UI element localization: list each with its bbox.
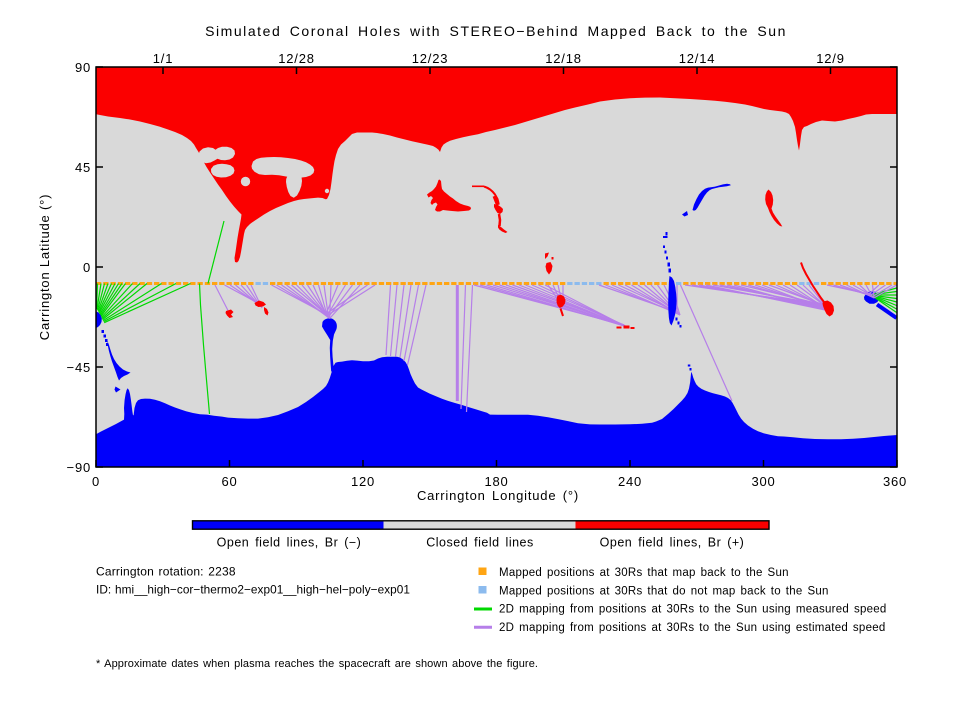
svg-text:Mapped positions at 30Rs that: Mapped positions at 30Rs that do not map… [499, 586, 829, 598]
svg-text:12/14: 12/14 [679, 51, 716, 66]
svg-text:Mapped positions at 30Rs that: Mapped positions at 30Rs that map back t… [499, 567, 789, 579]
svg-text:12/9: 12/9 [816, 51, 845, 66]
svg-text:0: 0 [83, 260, 91, 275]
svg-text:60: 60 [221, 474, 237, 489]
svg-text:Simulated Coronal Holes with S: Simulated Coronal Holes with STEREO−Behi… [205, 23, 787, 39]
svg-text:12/28: 12/28 [278, 51, 315, 66]
svg-text:−45: −45 [67, 360, 91, 375]
svg-text:0: 0 [92, 474, 100, 489]
svg-text:Closed field lines: Closed field lines [426, 536, 534, 550]
svg-text:120: 120 [351, 474, 375, 489]
svg-text:2D mapping from positions at 3: 2D mapping from positions at 30Rs to the… [499, 604, 887, 616]
svg-text:ID: hmi__high−cor−thermo2−exp0: ID: hmi__high−cor−thermo2−exp01__high−he… [96, 583, 410, 597]
svg-text:Open field lines, Br (−): Open field lines, Br (−) [217, 536, 362, 550]
svg-text:−90: −90 [67, 460, 91, 475]
svg-text:300: 300 [751, 474, 775, 489]
svg-text:180: 180 [484, 474, 508, 489]
svg-text:Carrington rotation: 2238: Carrington rotation: 2238 [96, 565, 236, 579]
svg-text:Carrington Longitude (°): Carrington Longitude (°) [417, 488, 579, 503]
svg-text:Open field lines, Br (+): Open field lines, Br (+) [600, 536, 745, 550]
svg-text:90: 90 [75, 60, 91, 75]
svg-text:2D mapping from positions at 3: 2D mapping from positions at 30Rs to the… [499, 622, 886, 634]
svg-text:45: 45 [75, 160, 91, 175]
svg-text:360: 360 [883, 474, 907, 489]
svg-text:* Approximate dates when plasm: * Approximate dates when plasma reaches … [96, 658, 538, 670]
svg-text:1/1: 1/1 [153, 51, 173, 66]
svg-text:12/23: 12/23 [412, 51, 449, 66]
svg-text:Carrington Latitude (°): Carrington Latitude (°) [37, 194, 52, 340]
svg-text:240: 240 [618, 474, 642, 489]
svg-text:12/18: 12/18 [545, 51, 582, 66]
